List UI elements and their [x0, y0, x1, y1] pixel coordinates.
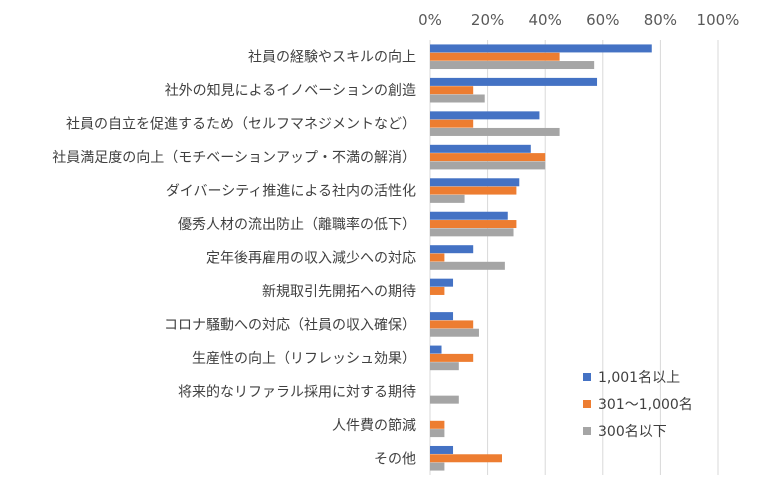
bar: [430, 445, 454, 454]
bar: [430, 362, 459, 371]
category-label: 定年後再雇用の収入減少への対応: [206, 250, 416, 267]
bar: [430, 86, 474, 95]
category-label: 人件費の節減: [332, 417, 416, 434]
bar: [430, 220, 517, 229]
category-label: 社員の自立を促進するため（セルフマネジメントなど）: [66, 117, 416, 133]
x-tick-label: 20%: [471, 11, 504, 29]
category-label: 優秀人材の流出防止（離職率の低下）: [178, 216, 416, 233]
bar: [430, 94, 485, 103]
bar: [430, 119, 474, 128]
category-label: 生産性の向上（リフレッシュ効果）: [192, 351, 416, 367]
bar: [430, 127, 560, 136]
legend-swatch: [583, 427, 591, 435]
bar: [430, 194, 465, 203]
bar: [430, 286, 445, 295]
bar: [430, 61, 595, 70]
legend-swatch: [583, 400, 591, 408]
bar: [430, 345, 442, 354]
category-label: 新規取引先開拓への期待: [262, 284, 416, 300]
bar: [430, 253, 445, 262]
bar: [430, 353, 474, 362]
legend-label: 301～1,000名: [598, 397, 693, 413]
category-labels: 社員の経験やスキルの向上社外の知見によるイノベーションの創造社員の自立を促進する…: [52, 50, 416, 468]
x-tick-label: 60%: [586, 11, 619, 29]
x-tick-label: 0%: [418, 11, 442, 29]
bar: [430, 328, 479, 337]
bar: [430, 52, 560, 61]
bar: [430, 211, 508, 220]
bar: [430, 228, 514, 237]
bar: [430, 454, 502, 463]
category-label: 社外の知見によるイノベーションの創造: [165, 82, 416, 99]
bar: [430, 44, 652, 53]
bar: [430, 245, 474, 254]
category-label: その他: [374, 451, 416, 467]
x-axis-ticks: 0% 20% 40% 60% 80% 100%: [418, 11, 739, 29]
legend-label: 300名以下: [598, 424, 667, 440]
category-label: 社員満足度の向上（モチベーションアップ・不満の解消）: [52, 150, 416, 166]
bar: [430, 186, 517, 195]
category-label: 社員の経験やスキルの向上: [248, 50, 416, 66]
bar: [430, 153, 546, 162]
category-label: コロナ騒動への対応（社員の収入確保）: [164, 317, 416, 333]
bar: [430, 77, 598, 86]
bar: [430, 161, 546, 170]
x-tick-label: 40%: [529, 11, 562, 29]
bar: [430, 462, 445, 471]
bar: [430, 429, 445, 438]
x-tick-label: 100%: [697, 11, 740, 29]
bar: [430, 278, 454, 287]
bar: [430, 320, 474, 329]
legend: 1,001名以上 301～1,000名 300名以下: [583, 370, 693, 440]
bar: [430, 312, 454, 321]
bar: [430, 111, 540, 120]
bar: [430, 261, 505, 270]
bars: [430, 44, 652, 471]
bar: [430, 420, 445, 429]
bar: [430, 144, 531, 153]
x-tick-label: 80%: [644, 11, 677, 29]
legend-swatch: [583, 373, 591, 381]
category-label: 将来的なリファラル採用に対する期待: [178, 384, 416, 400]
legend-label: 1,001名以上: [598, 370, 680, 386]
bar: [430, 395, 459, 404]
category-label: ダイバーシティ推進による社内の活性化: [166, 184, 416, 200]
bar: [430, 178, 520, 187]
